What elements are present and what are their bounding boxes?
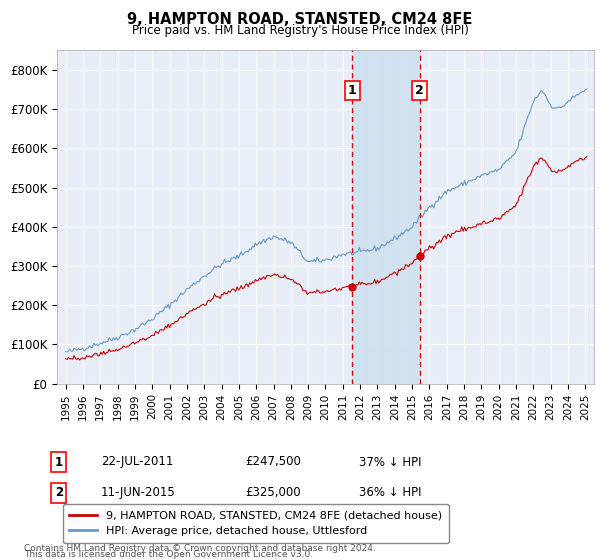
Legend: 9, HAMPTON ROAD, STANSTED, CM24 8FE (detached house), HPI: Average price, detach: 9, HAMPTON ROAD, STANSTED, CM24 8FE (det…: [62, 504, 449, 543]
Text: 2: 2: [55, 486, 63, 500]
Text: £247,500: £247,500: [245, 455, 301, 469]
Text: Price paid vs. HM Land Registry's House Price Index (HPI): Price paid vs. HM Land Registry's House …: [131, 24, 469, 37]
Bar: [352, 50, 420, 384]
Text: 37% ↓ HPI: 37% ↓ HPI: [359, 455, 421, 469]
Text: 2: 2: [415, 84, 424, 97]
Text: Contains HM Land Registry data © Crown copyright and database right 2024.: Contains HM Land Registry data © Crown c…: [24, 544, 376, 553]
Text: This data is licensed under the Open Government Licence v3.0.: This data is licensed under the Open Gov…: [24, 550, 313, 559]
Text: 22-JUL-2011: 22-JUL-2011: [101, 455, 173, 469]
Text: 36% ↓ HPI: 36% ↓ HPI: [359, 486, 421, 500]
Text: 1: 1: [348, 84, 357, 97]
Text: 9, HAMPTON ROAD, STANSTED, CM24 8FE: 9, HAMPTON ROAD, STANSTED, CM24 8FE: [127, 12, 473, 27]
Text: 11-JUN-2015: 11-JUN-2015: [101, 486, 176, 500]
Text: 1: 1: [55, 455, 63, 469]
Text: £325,000: £325,000: [245, 486, 301, 500]
